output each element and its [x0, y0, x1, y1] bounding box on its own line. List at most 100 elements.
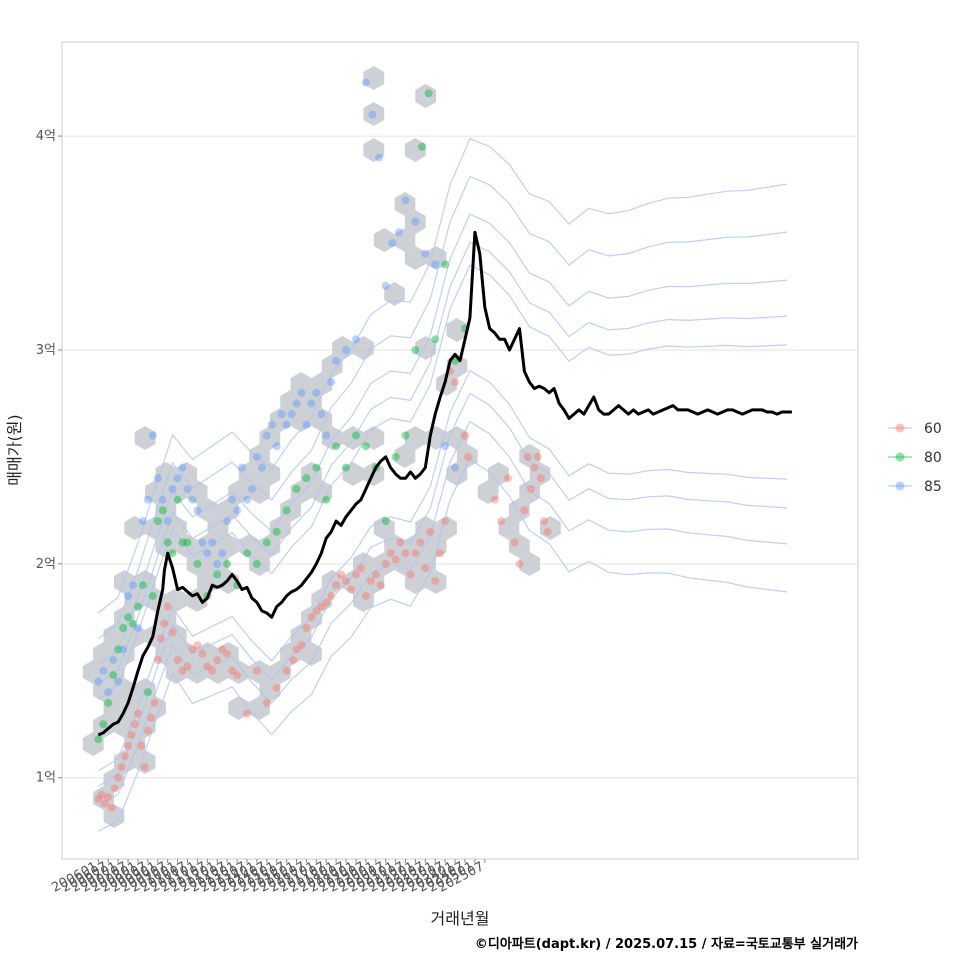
scatter-point-80 [129, 619, 137, 628]
caption: ©디아파트(dapt.kr) / 2025.07.15 / 자료=국토교통부 실… [475, 936, 858, 952]
scatter-point-60 [497, 517, 506, 526]
hexbin [301, 390, 322, 414]
hexbin [415, 84, 437, 108]
trend-line [97, 230, 792, 737]
hexbin [186, 480, 208, 504]
scatter-point-80 [342, 463, 350, 472]
scatter-point-80 [178, 538, 187, 547]
hexbin [290, 480, 312, 504]
scatter-point-80 [243, 549, 251, 558]
hexbin [207, 516, 229, 540]
scatter-point-80 [312, 463, 321, 472]
scatter-point-60 [490, 495, 499, 504]
scatter-point-85 [282, 420, 291, 429]
scatter-point-60 [104, 793, 113, 801]
scatter-point-80 [411, 346, 420, 354]
scatter-point-85 [178, 463, 187, 472]
scatter-point-85 [327, 378, 336, 387]
hexbin [103, 696, 125, 720]
hexbin [269, 660, 291, 684]
scatter-point-60 [223, 649, 232, 658]
scatter-point-60 [386, 549, 395, 558]
scatter-point-80 [418, 142, 426, 151]
scatter-point-85 [431, 260, 440, 269]
scatter-point-60 [503, 474, 512, 483]
hexbin [404, 246, 426, 270]
scatter-point-60 [536, 474, 545, 483]
y-axis-title: 매매가(원) [5, 414, 24, 485]
scatter-point-60 [262, 698, 271, 707]
scatter-point-85 [451, 463, 459, 472]
hexbin [488, 462, 509, 486]
hexbin [363, 426, 385, 450]
hexbin [342, 426, 364, 450]
scatter-point-60 [160, 619, 169, 628]
hexbin [259, 462, 281, 486]
hexbin [290, 372, 312, 396]
hexbin [93, 642, 114, 666]
scatter-point-80 [104, 698, 113, 707]
scatter-point-85 [104, 688, 113, 697]
scatter-point-85 [252, 452, 261, 461]
scatter-point-60 [540, 517, 549, 526]
trend-line-layer [97, 230, 792, 737]
hexbin [301, 462, 322, 486]
hexbin [124, 624, 146, 648]
scatter-point-80 [148, 591, 157, 600]
scatter-point-60 [127, 731, 136, 739]
scatter-point-85 [394, 228, 403, 237]
hexbin [134, 570, 156, 594]
density-contour [97, 175, 788, 640]
scatter-point-60 [416, 538, 425, 547]
scatter-point-80 [168, 549, 177, 558]
scatter-point-80 [322, 495, 331, 504]
legend-label: 80 [924, 450, 942, 466]
scatter-point-60 [401, 549, 410, 558]
x-axis-ticks: 2006012006072007012007072008012008072009… [49, 859, 487, 896]
scatter-point-60 [530, 463, 539, 472]
legend: 60 80 85 [888, 421, 942, 495]
scatter-point-60 [464, 452, 473, 461]
scatter-point-60 [307, 613, 316, 622]
hexbin [280, 498, 301, 522]
hexbin [114, 570, 135, 594]
hexbin [321, 426, 343, 450]
hexbin [498, 516, 520, 540]
scatter-point-80 [361, 442, 370, 451]
scatter-point-60 [381, 559, 390, 568]
scatter-point-85 [218, 549, 227, 558]
scatter-point-60 [356, 564, 365, 573]
hexbin [425, 570, 447, 594]
hexbin [373, 228, 395, 252]
hexbin [363, 102, 385, 126]
scatter-point-85 [213, 559, 222, 568]
scatter-point-85 [247, 485, 256, 493]
hexbin [425, 534, 447, 558]
hexbin [384, 282, 405, 306]
scatter-point-80 [138, 581, 147, 590]
scatter-point-85 [375, 153, 384, 162]
scatter-point-60 [153, 656, 162, 665]
scatter-point-60 [436, 549, 445, 558]
scatter-point-85 [238, 463, 246, 472]
scatter-point-60 [183, 662, 192, 671]
scatter-point-60 [107, 803, 116, 812]
hexbin [269, 408, 291, 432]
scatter-point-85 [134, 624, 142, 632]
hexbin [342, 570, 364, 594]
scatter-point-80 [124, 613, 133, 622]
scatter-point-60 [426, 527, 435, 536]
scatter-point-60 [292, 645, 301, 654]
hexbin [176, 462, 198, 486]
scatter-point-85 [158, 495, 167, 504]
scatter-point-85 [129, 581, 137, 590]
scatter-point-85 [109, 656, 118, 665]
scatter-point-60 [322, 598, 331, 607]
scatter-point-85 [292, 399, 301, 408]
scatter-point-60 [533, 452, 542, 461]
scatter-point-80 [262, 538, 271, 547]
hexbin [103, 768, 125, 792]
hexbin [311, 372, 333, 396]
density-contour [98, 420, 788, 807]
scatter-point-60 [317, 602, 326, 611]
